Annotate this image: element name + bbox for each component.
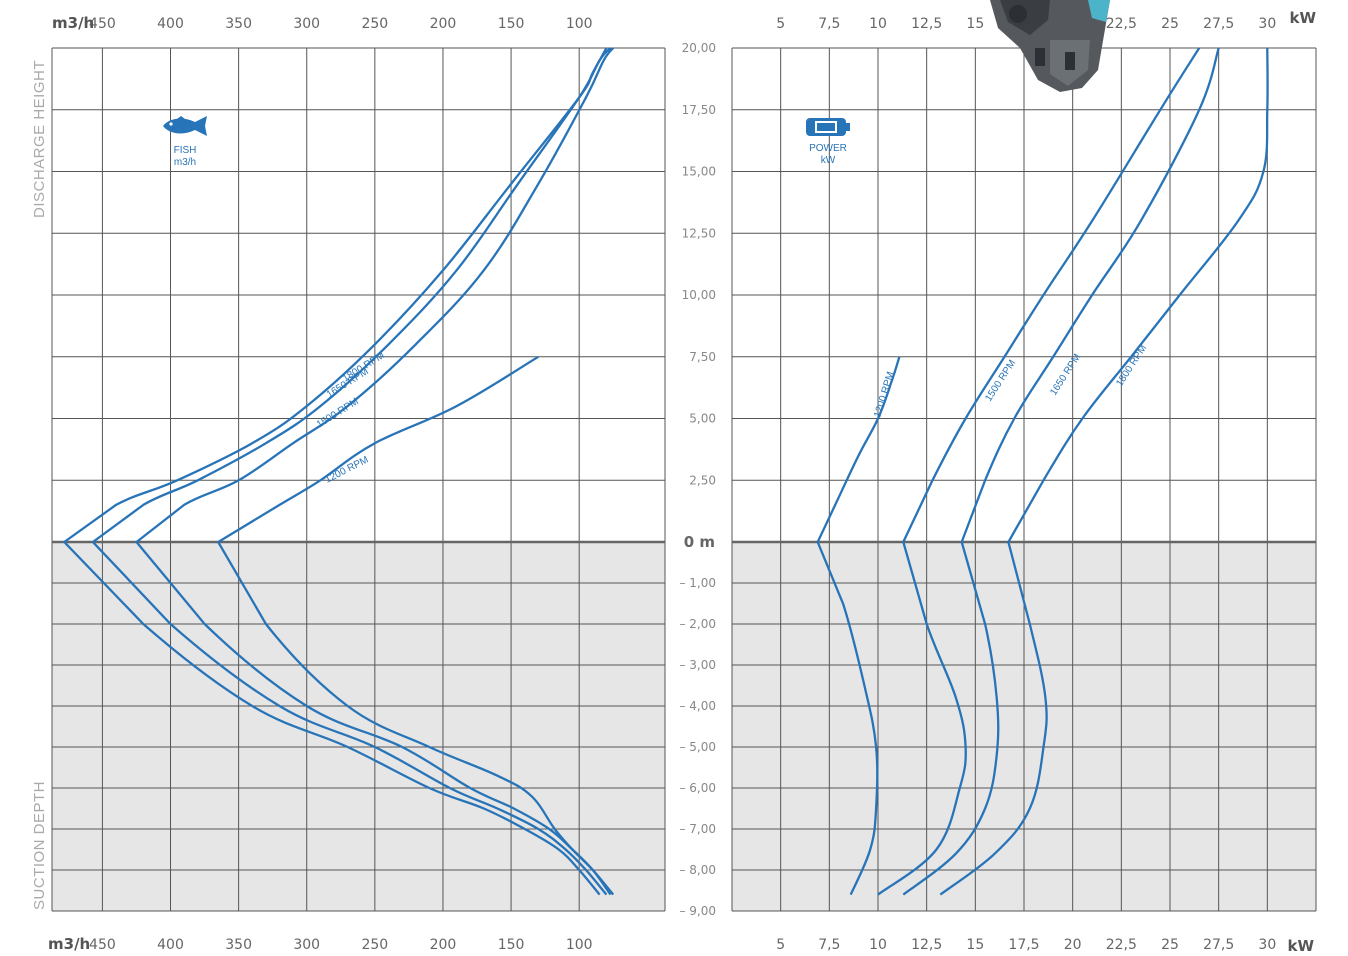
y-tick-label: – 4,00 xyxy=(679,699,716,713)
curve-1500-rpm xyxy=(134,47,615,896)
curve-1200-rpm xyxy=(816,356,901,896)
x-tick-label-bottom: 450 xyxy=(89,937,116,953)
x-tick-label-bottom: 22,5 xyxy=(1106,937,1137,953)
x-unit-label-top: kW xyxy=(1289,9,1316,27)
discharge-height-title: DISCHARGE HEIGHT xyxy=(31,60,48,218)
x-tick-label-bottom: 250 xyxy=(361,937,388,953)
curve-1650-rpm xyxy=(91,47,612,896)
y-tick-label: – 1,00 xyxy=(679,576,716,590)
x-tick-label-bottom: 25 xyxy=(1161,937,1179,953)
x-tick-label-bottom: 15 xyxy=(966,937,984,953)
y-tick-label: 2,50 xyxy=(689,473,716,487)
x-tick-label-bottom: 12,5 xyxy=(911,937,942,953)
y-tick-label: 17,50 xyxy=(682,103,716,117)
y-tick-label: 7,50 xyxy=(689,350,716,364)
fish-label: FISH xyxy=(174,145,197,156)
curve-1800-rpm xyxy=(62,47,608,896)
curve-layer xyxy=(62,47,1269,896)
x-tick-label-bottom: 27,5 xyxy=(1203,937,1234,953)
x-tick-label-top: 5 xyxy=(776,16,785,32)
x-tick-label-bottom: 150 xyxy=(498,937,525,953)
fish-unit-label: m3/h xyxy=(174,157,196,168)
fish-legend: FISH m3/h xyxy=(163,116,207,168)
curve-1800-rpm xyxy=(939,47,1269,896)
rpm-label-1200-rpm: 1200 RPM xyxy=(872,370,896,418)
y-tick-label: – 5,00 xyxy=(679,740,716,754)
x-unit-label-bottom: m3/h xyxy=(48,935,90,953)
rpm-label-1500-rpm: 1500 RPM xyxy=(315,396,361,430)
x-tick-label-top: 10 xyxy=(869,16,887,32)
x-tick-label-bottom: 400 xyxy=(157,937,184,953)
y-tick-label: 10,00 xyxy=(682,288,716,302)
rpm-label-1200-rpm: 1200 RPM xyxy=(323,454,370,485)
power-legend: POWER kW xyxy=(806,118,850,166)
y-tick-label: 12,50 xyxy=(682,226,716,240)
x-tick-label-top: 25 xyxy=(1161,16,1179,32)
x-tick-label-top: 15 xyxy=(966,16,984,32)
suction-depth-title: SUCTION DEPTH xyxy=(31,781,48,910)
x-tick-label-top: 30 xyxy=(1258,16,1276,32)
x-tick-label-top: 250 xyxy=(361,16,388,32)
rpm-label-1650-rpm: 1650 RPM xyxy=(1048,352,1083,398)
y-tick-label: – 8,00 xyxy=(679,863,716,877)
x-tick-label-bottom: 7,5 xyxy=(818,937,840,953)
rpm-label-1800-rpm: 1800 RPM xyxy=(1114,343,1149,389)
x-tick-label-bottom: 30 xyxy=(1258,937,1276,953)
x-tick-label-bottom: 200 xyxy=(430,937,457,953)
curve-1500-rpm xyxy=(877,47,1201,896)
x-tick-label-top: 12,5 xyxy=(911,16,942,32)
battery-icon xyxy=(806,118,850,136)
x-tick-label-top: 350 xyxy=(225,16,252,32)
x-tick-label-bottom: 17,5 xyxy=(1008,937,1039,953)
curve-1650-rpm xyxy=(902,47,1220,896)
power-label: POWER xyxy=(809,143,847,154)
y-tick-label: 15,00 xyxy=(682,165,716,179)
y-tick-label-zero: 0 m xyxy=(684,533,715,551)
fish-icon xyxy=(163,116,207,136)
y-tick-label: – 2,00 xyxy=(679,617,716,631)
y-tick-label: – 9,00 xyxy=(679,904,716,918)
x-tick-label-top: 400 xyxy=(157,16,184,32)
suction-zone-bg xyxy=(52,542,665,911)
x-tick-label-bottom: 350 xyxy=(225,937,252,953)
x-tick-label-top: 100 xyxy=(566,16,593,32)
power-unit-label: kW xyxy=(821,155,836,166)
x-unit-label-top: m3/h xyxy=(52,14,94,32)
y-tick-label: – 7,00 xyxy=(679,822,716,836)
y-tick-label: – 3,00 xyxy=(679,658,716,672)
x-tick-label-bottom: 100 xyxy=(566,937,593,953)
x-tick-label-top: 27,5 xyxy=(1203,16,1234,32)
x-unit-label-bottom: kW xyxy=(1287,937,1314,955)
pump-image xyxy=(990,0,1110,92)
x-tick-label-bottom: 20 xyxy=(1064,937,1082,953)
y-tick-label: 5,00 xyxy=(689,412,716,426)
x-tick-label-top: 300 xyxy=(293,16,320,32)
x-tick-label-top: 22,5 xyxy=(1106,16,1137,32)
curve-1200-rpm xyxy=(216,355,615,896)
y-tick-label: 20,00 xyxy=(682,41,716,55)
suction-zone-backgrounds xyxy=(52,542,1316,911)
x-tick-label-bottom: 10 xyxy=(869,937,887,953)
x-tick-label-bottom: 300 xyxy=(293,937,320,953)
y-tick-label: – 6,00 xyxy=(679,781,716,795)
x-tick-label-top: 7,5 xyxy=(818,16,840,32)
x-tick-label-top: 200 xyxy=(430,16,457,32)
x-tick-label-top: 450 xyxy=(89,16,116,32)
x-tick-label-top: 150 xyxy=(498,16,525,32)
x-tick-label-bottom: 5 xyxy=(776,937,785,953)
